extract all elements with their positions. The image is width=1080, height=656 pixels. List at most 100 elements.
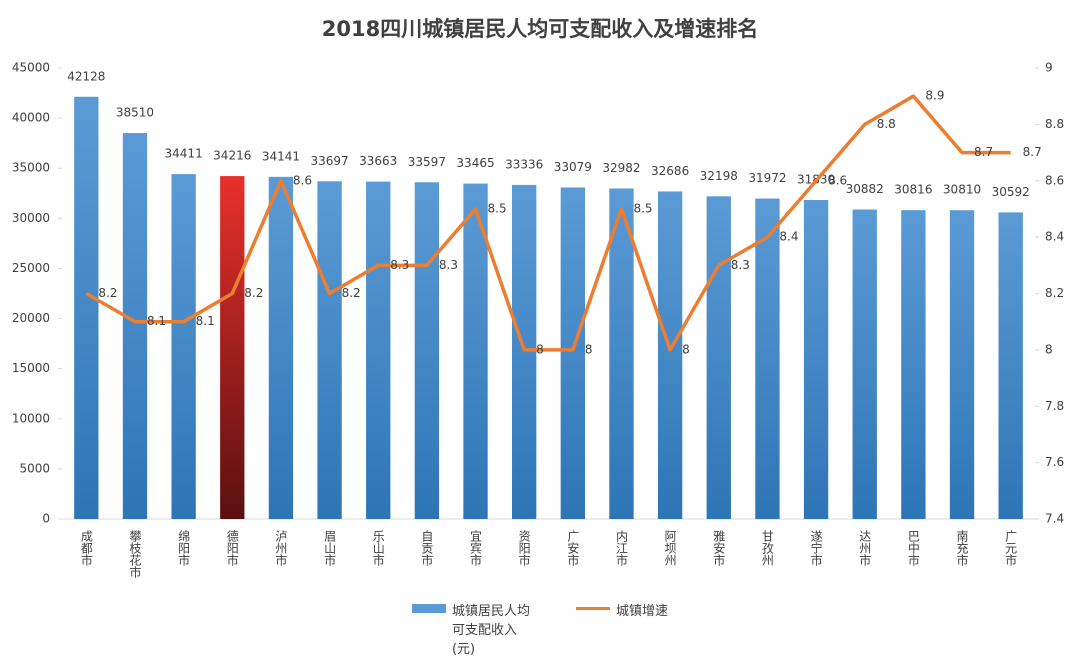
x-tick-label: 宜宾市 xyxy=(469,529,483,566)
y2-tick-label: 8 xyxy=(1045,342,1053,356)
line-value-label: 8.6 xyxy=(828,173,847,187)
bar xyxy=(901,210,926,519)
line-value-label: 8.6 xyxy=(293,173,312,187)
line-value-label: 8.7 xyxy=(1023,145,1042,159)
y2-tick-label: 7.6 xyxy=(1045,455,1064,469)
bar xyxy=(852,209,877,520)
bar xyxy=(74,96,99,520)
bar-value-label: 32198 xyxy=(700,169,738,183)
x-tick-label: 眉山市 xyxy=(323,530,337,566)
x-tick-label: 乐山市 xyxy=(371,530,385,566)
x-tick-label: 甘孜州 xyxy=(760,530,774,566)
bar-value-label: 38510 xyxy=(116,106,154,120)
y2-tick-label: 8.2 xyxy=(1045,286,1064,300)
y-tick-label: 15000 xyxy=(12,361,50,375)
x-tick-label: 遂宁市 xyxy=(809,530,823,566)
bar-value-label: 34216 xyxy=(213,149,251,163)
bar-value-label: 30810 xyxy=(943,183,981,197)
y-tick-label: 25000 xyxy=(12,261,50,275)
bar xyxy=(512,184,537,519)
bar-value-label: 30882 xyxy=(846,182,884,196)
legend-item: 城镇增速 xyxy=(575,600,668,656)
legend: 城镇居民人均可支配收入(元) 城镇增速 xyxy=(0,600,1080,656)
x-tick-label: 广元市 xyxy=(1004,530,1018,566)
bar-value-label: 31972 xyxy=(748,171,786,185)
bar-value-label: 33697 xyxy=(310,154,348,168)
bar xyxy=(366,181,391,519)
line-value-label: 8.3 xyxy=(390,258,409,272)
y2-tick-label: 7.4 xyxy=(1045,512,1064,526)
x-tick-label: 广安市 xyxy=(566,530,580,566)
line-value-label: 8.8 xyxy=(877,117,896,131)
bar-value-label: 30816 xyxy=(894,183,932,197)
legend-swatch xyxy=(575,607,610,610)
x-tick-label: 成都市 xyxy=(79,530,93,566)
bar xyxy=(755,198,780,519)
chart: 2018四川城镇居民人均可支配收入及增速排名 0 5000 10000 15000 20… xyxy=(12,17,1064,578)
x-tick-label: 雅安市 xyxy=(712,529,726,566)
bar xyxy=(998,212,1023,519)
line-value-label: 8.7 xyxy=(974,145,993,159)
bar xyxy=(220,176,245,519)
line-value-label: 8 xyxy=(682,342,690,356)
bar-value-label: 30592 xyxy=(992,185,1030,199)
line-value-label: 8.9 xyxy=(925,89,944,103)
x-tick-label: 自贡市 xyxy=(420,530,434,566)
line-value-label: 8.2 xyxy=(98,286,117,300)
bar xyxy=(268,176,294,520)
bar xyxy=(949,210,975,519)
line-value-label: 8.5 xyxy=(488,201,507,215)
bar xyxy=(609,188,634,519)
y-tick-label: 40000 xyxy=(12,111,50,125)
chart-title: 2018四川城镇居民人均可支配收入及增速排名 xyxy=(322,17,758,41)
x-tick-label: 资阳市 xyxy=(517,530,531,566)
line-value-label: 8.1 xyxy=(196,314,215,328)
x-tick-label: 攀枝花市 xyxy=(128,530,142,578)
bar-value-label: 34411 xyxy=(165,147,203,161)
bar xyxy=(463,183,488,520)
line-value-label: 8.3 xyxy=(731,258,750,272)
bar xyxy=(317,181,342,519)
bar xyxy=(706,196,731,519)
line-value-label: 8.2 xyxy=(342,286,361,300)
bar-value-label: 33336 xyxy=(505,157,543,171)
bar xyxy=(560,187,585,519)
line-value-label: 8.2 xyxy=(244,286,263,300)
legend-label: 城镇居民人均可支配收入(元) xyxy=(451,604,530,656)
bar-value-label: 32686 xyxy=(651,164,689,178)
bar xyxy=(803,199,829,519)
y-tick-label: 35000 xyxy=(12,161,50,175)
y-tick-label: 20000 xyxy=(12,311,50,325)
bar-value-label: 34141 xyxy=(262,149,300,163)
line xyxy=(85,94,1011,352)
x-tick-label: 阿坝州 xyxy=(663,530,677,566)
x-tick-label: 泸州市 xyxy=(274,530,288,566)
y2-tick-label: 8.6 xyxy=(1045,173,1064,187)
legend-label: 城镇增速 xyxy=(615,604,668,619)
line-value-label: 8 xyxy=(585,342,593,356)
line-value-label: 8.3 xyxy=(439,258,458,272)
line-value-label: 8 xyxy=(536,342,544,356)
bar-value-label: 42128 xyxy=(67,69,105,83)
x-tick-label: 绵阳市 xyxy=(177,530,191,566)
bar-value-label: 33597 xyxy=(408,155,446,169)
line-value-label: 8.1 xyxy=(147,314,166,328)
legend-swatch xyxy=(411,604,446,613)
bar-value-label: 33465 xyxy=(456,156,494,170)
x-tick-label: 内江市 xyxy=(614,530,628,566)
y-tick-label: 30000 xyxy=(12,211,50,225)
y-tick-label: 0 xyxy=(42,512,50,526)
x-tick-label: 达州市 xyxy=(858,530,872,566)
bar-value-label: 32982 xyxy=(602,161,640,175)
x-tick-label: 南充市 xyxy=(955,529,969,566)
y2-tick-label: 9 xyxy=(1045,61,1053,75)
bar xyxy=(122,133,148,519)
y2-tick-label: 8.8 xyxy=(1045,117,1064,131)
y2-tick-label: 8.4 xyxy=(1045,230,1064,244)
y-tick-label: 45000 xyxy=(12,61,50,75)
bar xyxy=(171,174,196,519)
line-value-label: 8.5 xyxy=(633,201,652,215)
y-tick-label: 5000 xyxy=(19,461,50,475)
bar-value-label: 33079 xyxy=(554,160,592,174)
